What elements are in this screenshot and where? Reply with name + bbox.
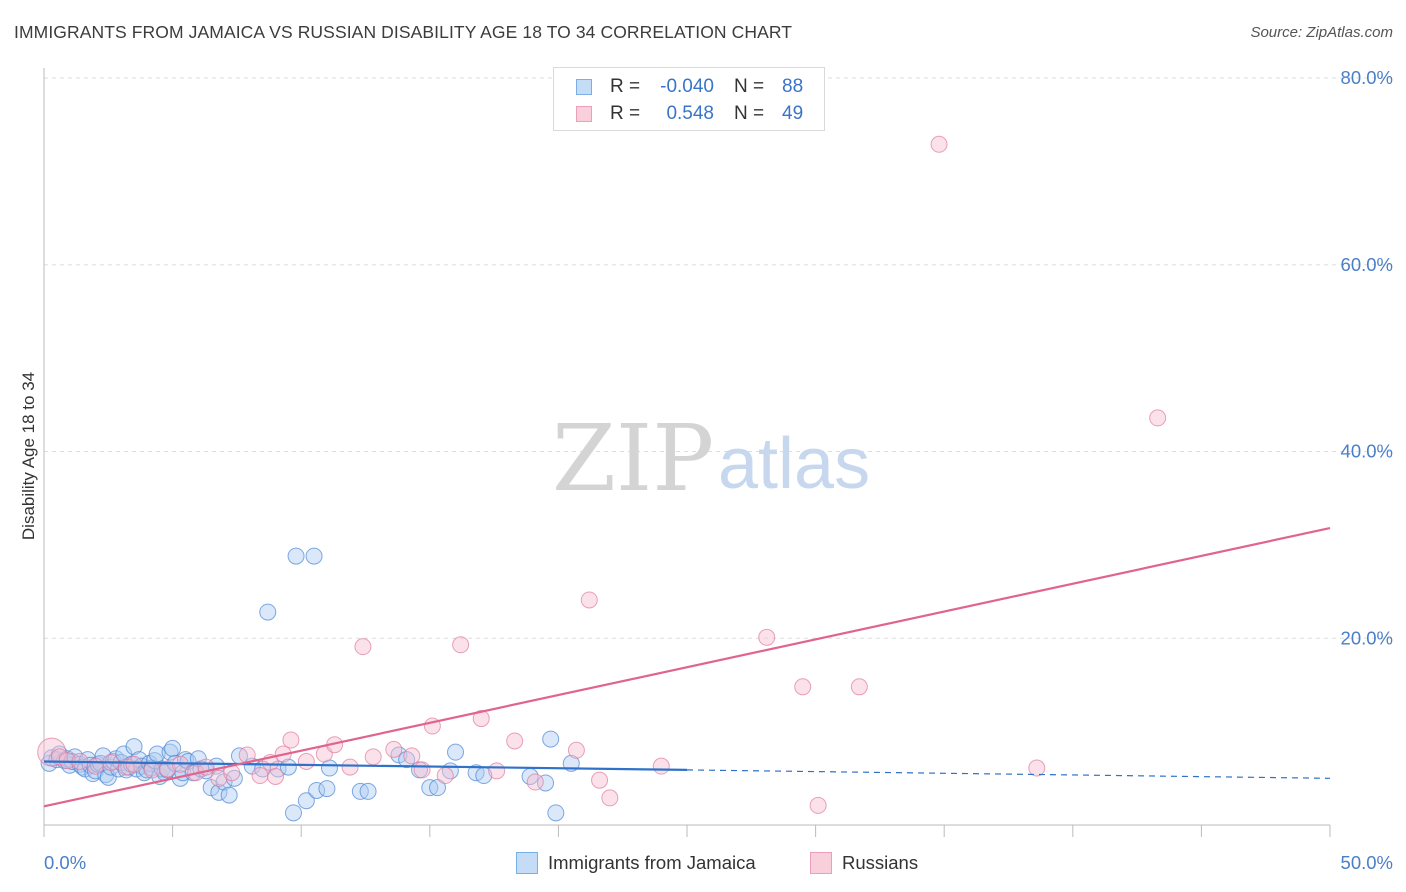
point-russians [266,767,284,785]
point-russians [251,767,269,785]
point-russians [86,757,104,775]
bottom-legend-swatch-russians [810,852,832,874]
point-russians [125,755,143,773]
point-russians [488,762,506,780]
trend-line-jamaica-extension [686,769,1331,779]
legend-n-label: N = [734,103,765,124]
point-russians [794,678,812,696]
x-tick-labels: 0.0% 50.0% [44,852,1393,873]
point-jamaica [447,743,465,761]
y-tick-label: 20.0% [1341,627,1393,648]
point-russians [143,761,161,779]
trend-line-russians [43,526,1331,808]
point-russians [210,769,228,787]
point-russians [652,757,670,775]
stats-legend: R = -0.040 N = 88 R = 0.548 N = 49 [553,67,825,131]
point-jamaica [308,781,326,799]
axes [43,68,1331,837]
point-jamaica [125,738,143,756]
point-russians [1028,759,1046,777]
legend-r-label: R = [610,76,641,97]
point-jamaica [297,792,315,810]
legend-row-russians: R = 0.548 N = 49 [576,102,803,126]
legend-n-value: 88 [782,76,804,97]
source-label: Source: ZipAtlas.com [1250,24,1393,41]
legend-row-jamaica: R = -0.040 N = 88 [576,75,803,99]
watermark-atlas: atlas [718,424,870,504]
point-russians [354,638,372,656]
point-jamaica [359,782,377,800]
point-russians [506,732,524,750]
point-russians [850,678,868,696]
point-jamaica [284,804,302,822]
point-russians [403,747,421,765]
point-russians [58,752,76,770]
point-russians [436,767,454,785]
point-jamaica [287,547,305,565]
point-russians [341,758,359,776]
trend-lines [43,526,1331,808]
point-jamaica [318,780,336,798]
point-russians [297,753,315,771]
y-axis-label: Disability Age 18 to 34 [19,372,38,540]
bottom-legend-jamaica: Immigrants from Jamaica [516,852,756,874]
point-jamaica [220,786,238,804]
point-russians [385,740,403,758]
bottom-legend-label-russians: Russians [842,852,919,873]
x-tick-label: 50.0% [1341,852,1393,873]
point-jamaica [279,758,297,776]
point-jamaica [164,739,182,757]
point-russians [930,135,948,153]
bottom-legend-swatch-jamaica [516,852,538,874]
x-tick-label: 0.0% [44,852,86,873]
point-russians [809,796,827,814]
point-jamaica [259,603,277,621]
grid-lines [44,77,1392,639]
point-russians [580,591,598,609]
point-russians [567,741,585,759]
point-russians [526,773,544,791]
legend-n-value: 49 [782,103,804,124]
chart-title: IMMIGRANTS FROM JAMAICA VS RUSSIAN DISAB… [14,22,793,42]
point-russians [472,710,490,728]
y-tick-labels: 20.0% 40.0% 60.0% 80.0% [1341,67,1393,648]
y-tick-label: 80.0% [1341,67,1393,88]
point-russians [364,748,382,766]
legend-r-value: -0.040 [660,76,714,97]
legend-swatch-jamaica [576,79,592,95]
point-jamaica [547,804,565,822]
bottom-legend-russians: Russians [810,852,918,874]
point-jamaica [210,783,228,801]
point-jamaica [305,547,323,565]
point-russians [601,789,619,807]
y-tick-label: 60.0% [1341,254,1393,275]
point-russians [591,771,609,789]
point-russians [1149,409,1167,427]
point-jamaica [429,779,447,797]
watermark-zip: ZIP [552,405,714,512]
legend-r-label: R = [610,103,641,124]
y-tick-label: 40.0% [1341,441,1393,462]
trend-line-jamaica [43,760,688,772]
point-russians [413,761,431,779]
point-russians [758,628,776,646]
point-russians [452,636,470,654]
point-russians [158,760,176,778]
legend-swatch-russians [576,106,592,122]
legend-n-label: N = [734,76,765,97]
bottom-legend-label-jamaica: Immigrants from Jamaica [548,852,756,873]
watermark: ZIP atlas [552,405,870,512]
point-jamaica [542,730,560,748]
point-russians [282,731,300,749]
legend-r-value: 0.548 [666,103,714,124]
